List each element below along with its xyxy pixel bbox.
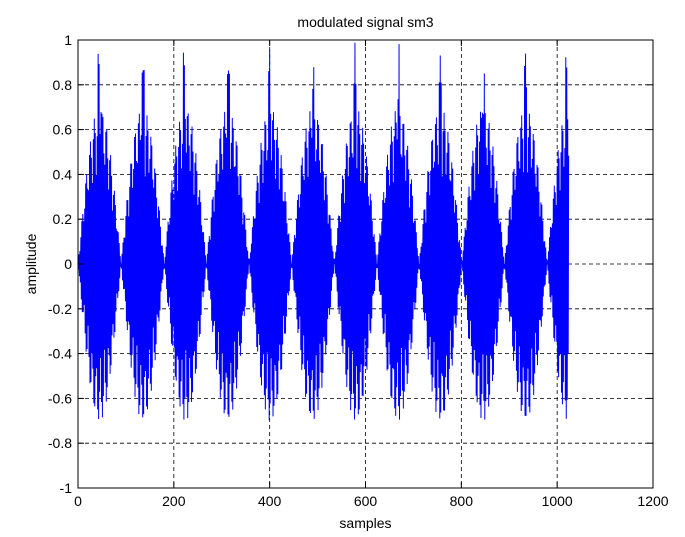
x-tick-label: 400 [258, 493, 282, 509]
y-axis-label: amplitude [23, 233, 39, 294]
x-tick-labels: 0 200 400 600 800 1000 1200 [74, 493, 669, 509]
x-tick-label: 1200 [637, 493, 668, 509]
x-tick-label: 0 [74, 493, 82, 509]
y-tick-label: 1 [64, 32, 72, 48]
y-tick-label: 0.8 [53, 77, 73, 93]
x-axis-label: samples [339, 515, 391, 531]
x-tick-label: 200 [162, 493, 186, 509]
y-tick-label: -0.8 [48, 435, 72, 451]
x-tick-label: 600 [354, 493, 378, 509]
x-tick-label: 1000 [542, 493, 573, 509]
y-tick-label: -0.4 [48, 346, 72, 362]
y-tick-labels: -1 -0.8 -0.6 -0.4 -0.2 0 0.2 0.4 0.6 0.8 1 [48, 32, 72, 496]
y-tick-label: 0.2 [53, 211, 73, 227]
axis-ticks [77, 39, 654, 489]
signal-plot [77, 42, 570, 421]
y-tick-label: -0.2 [48, 301, 72, 317]
chart-title: modulated signal sm3 [297, 14, 433, 30]
y-tick-label: -0.6 [48, 390, 72, 406]
y-tick-label: 0.6 [53, 122, 73, 138]
y-tick-label: 0.4 [53, 166, 73, 182]
y-tick-label: 0 [64, 256, 72, 272]
signal-line [77, 42, 570, 421]
x-tick-label: 800 [450, 493, 474, 509]
y-tick-label: -1 [60, 480, 73, 496]
